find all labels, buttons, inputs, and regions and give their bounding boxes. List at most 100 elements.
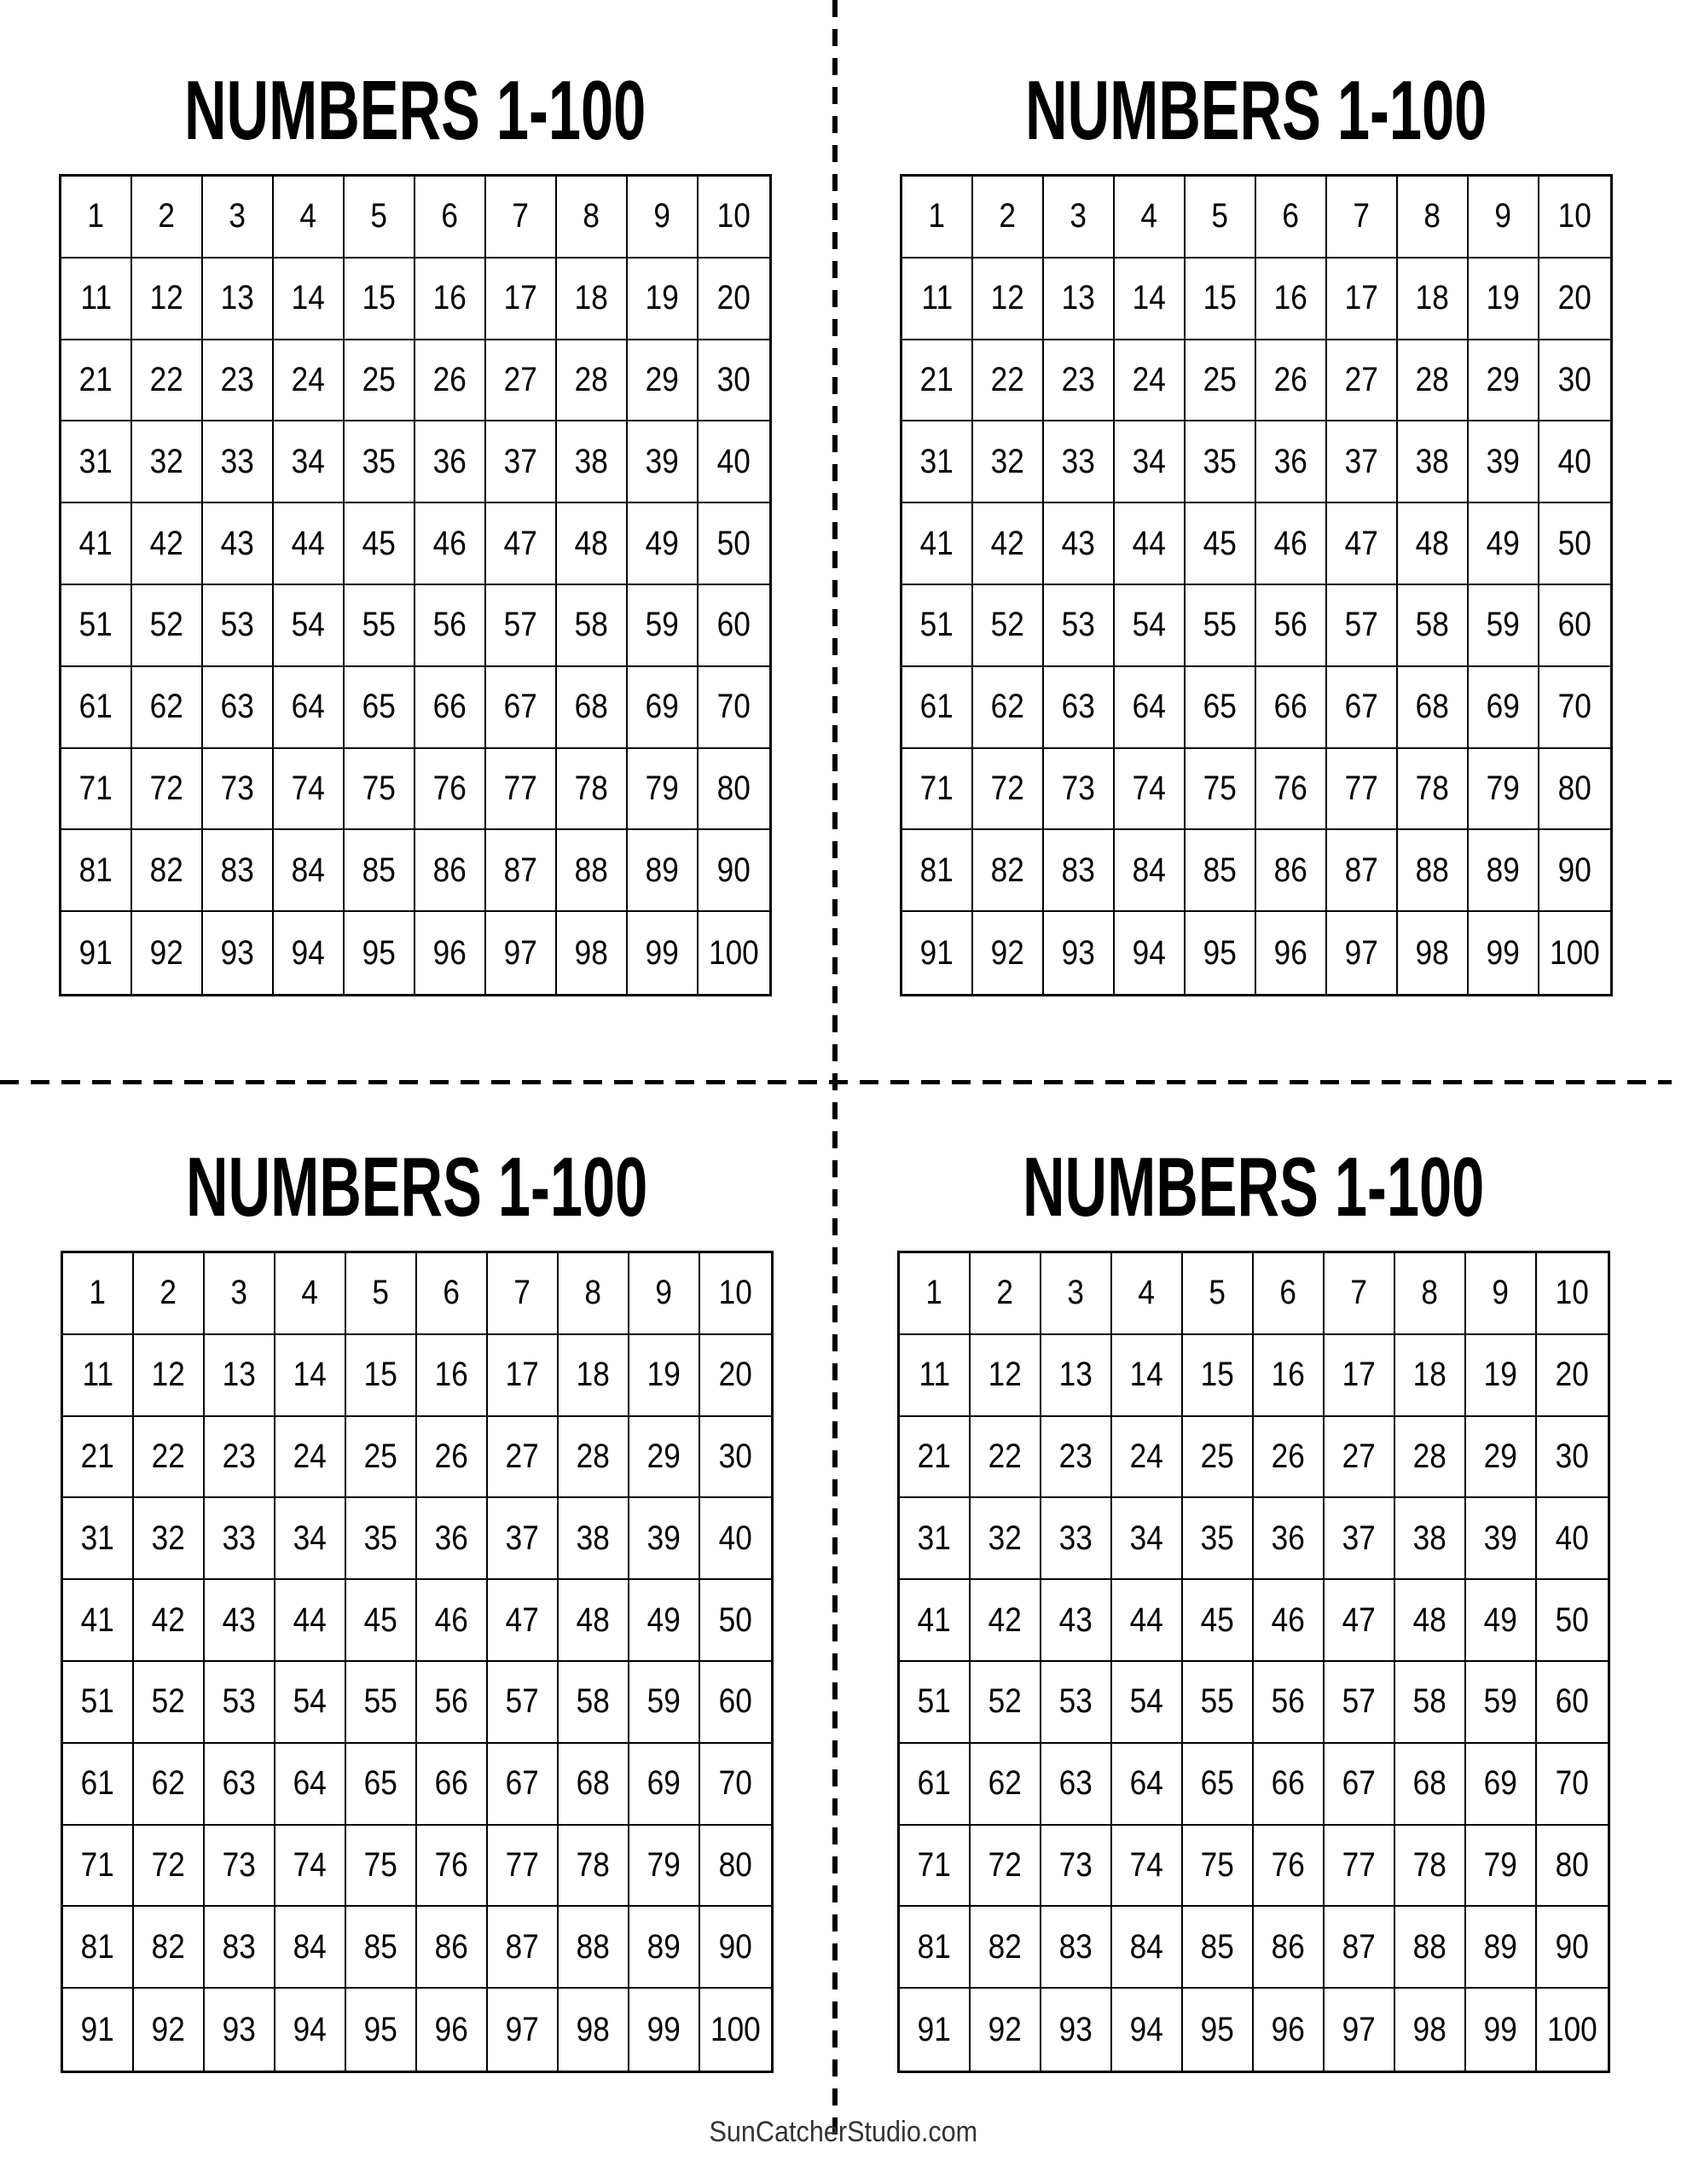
number-cell: 53 <box>205 1662 275 1744</box>
number-text: 94 <box>1132 933 1167 972</box>
number-text: 91 <box>80 2010 115 2048</box>
number-cell: 67 <box>486 666 557 749</box>
number-text: 5 <box>370 197 388 235</box>
number-cell: 35 <box>345 421 415 504</box>
number-text: 85 <box>1203 851 1238 889</box>
number-text: 15 <box>1200 1356 1235 1394</box>
number-cell: 71 <box>900 1825 971 1908</box>
number-text: 77 <box>1344 769 1379 807</box>
number-cell: 61 <box>902 666 973 749</box>
number-text: 56 <box>434 1682 469 1721</box>
number-text: 69 <box>645 688 680 726</box>
number-cell: 44 <box>1115 503 1186 585</box>
number-text: 60 <box>718 1682 753 1721</box>
number-cell: 56 <box>1254 1662 1325 1744</box>
number-cell: 58 <box>1395 1662 1466 1744</box>
number-cell: 97 <box>1325 1989 1395 2071</box>
number-text: 60 <box>1555 1682 1590 1721</box>
number-text: 6 <box>441 197 459 235</box>
number-cell: 40 <box>699 421 769 504</box>
number-text: 2 <box>999 197 1017 235</box>
number-cell: 60 <box>699 585 769 667</box>
number-text: 84 <box>1129 1927 1164 1966</box>
number-cell: 6 <box>415 177 486 258</box>
number-cell: 53 <box>1041 1662 1112 1744</box>
number-text: 41 <box>78 524 113 562</box>
number-text: 99 <box>646 2010 681 2048</box>
number-cell: 84 <box>274 830 345 913</box>
number-cell: 51 <box>900 1662 971 1744</box>
number-cell: 93 <box>1041 1989 1112 2071</box>
number-text: 58 <box>574 606 609 644</box>
number-text: 32 <box>151 1519 186 1557</box>
number-text: 68 <box>1412 1764 1447 1803</box>
number-cell: 98 <box>1398 912 1469 994</box>
number-cell: 79 <box>1469 748 1539 831</box>
number-text: 15 <box>1203 279 1238 317</box>
number-cell: 11 <box>61 258 132 340</box>
number-text: 43 <box>1061 524 1096 562</box>
number-text: 70 <box>718 1764 753 1803</box>
number-text: 31 <box>78 442 113 480</box>
number-cell: 95 <box>1186 912 1256 994</box>
number-text: 69 <box>1486 688 1521 726</box>
number-cell: 63 <box>1044 666 1115 749</box>
number-cell: 93 <box>205 1989 275 2071</box>
number-text: 43 <box>1058 1600 1093 1639</box>
number-text: 57 <box>1342 1682 1377 1721</box>
number-text: 26 <box>434 1437 469 1475</box>
number-cell: 40 <box>700 1498 771 1581</box>
number-text: 62 <box>151 1764 186 1803</box>
number-text: 96 <box>1273 933 1308 972</box>
number-cell: 30 <box>1539 340 1610 422</box>
number-cell: 66 <box>415 666 486 749</box>
number-text: 87 <box>503 851 538 889</box>
number-text: 47 <box>1342 1600 1377 1639</box>
number-cell: 82 <box>971 1907 1041 1989</box>
number-text: 94 <box>1129 2010 1164 2048</box>
number-cell: 26 <box>1254 1416 1325 1499</box>
number-text: 66 <box>1273 688 1308 726</box>
number-cell: 23 <box>205 1416 275 1499</box>
number-text: 58 <box>576 1682 611 1721</box>
number-cell: 18 <box>557 258 628 340</box>
number-text: 95 <box>1200 2010 1235 2048</box>
number-text: 91 <box>78 933 113 972</box>
number-text: 75 <box>1203 769 1238 807</box>
number-text: 88 <box>576 1927 611 1966</box>
number-cell: 29 <box>629 1416 700 1499</box>
number-text: 27 <box>1344 360 1379 398</box>
number-text: 56 <box>432 606 467 644</box>
number-cell: 50 <box>1537 1580 1608 1662</box>
number-text: 33 <box>1058 1519 1093 1557</box>
number-text: 98 <box>1412 2010 1447 2048</box>
number-cell: 1 <box>61 177 132 258</box>
number-cell: 19 <box>628 258 699 340</box>
number-text: 63 <box>1061 688 1096 726</box>
number-cell: 82 <box>134 1907 205 1989</box>
number-text: 46 <box>434 1600 469 1639</box>
number-text: 9 <box>655 1274 673 1312</box>
number-text: 52 <box>988 1682 1023 1721</box>
number-text: 17 <box>503 279 538 317</box>
number-cell: 4 <box>274 177 345 258</box>
number-grid: 1 2 3 4 5 6 7 8 9 10 11 12 13 14 15 16 17 18 19 20 21 22 23 24 2… <box>900 174 1613 996</box>
number-text: 19 <box>646 1356 681 1394</box>
number-text: 100 <box>709 933 759 972</box>
number-text: 60 <box>716 606 751 644</box>
number-cell: 24 <box>275 1416 346 1499</box>
number-text: 12 <box>990 279 1025 317</box>
number-text: 56 <box>1273 606 1308 644</box>
number-cell: 37 <box>1327 421 1398 504</box>
number-cell: 73 <box>203 748 274 831</box>
number-text: 58 <box>1412 1682 1447 1721</box>
number-text: 88 <box>574 851 609 889</box>
number-text: 42 <box>988 1600 1023 1639</box>
number-text: 72 <box>988 1845 1023 1884</box>
number-cell: 97 <box>1327 912 1398 994</box>
number-cell: 64 <box>1112 1743 1183 1826</box>
number-text: 74 <box>1129 1845 1164 1884</box>
number-cell: 22 <box>973 340 1044 422</box>
number-cell: 31 <box>900 1498 971 1581</box>
number-cell: 32 <box>134 1498 205 1581</box>
